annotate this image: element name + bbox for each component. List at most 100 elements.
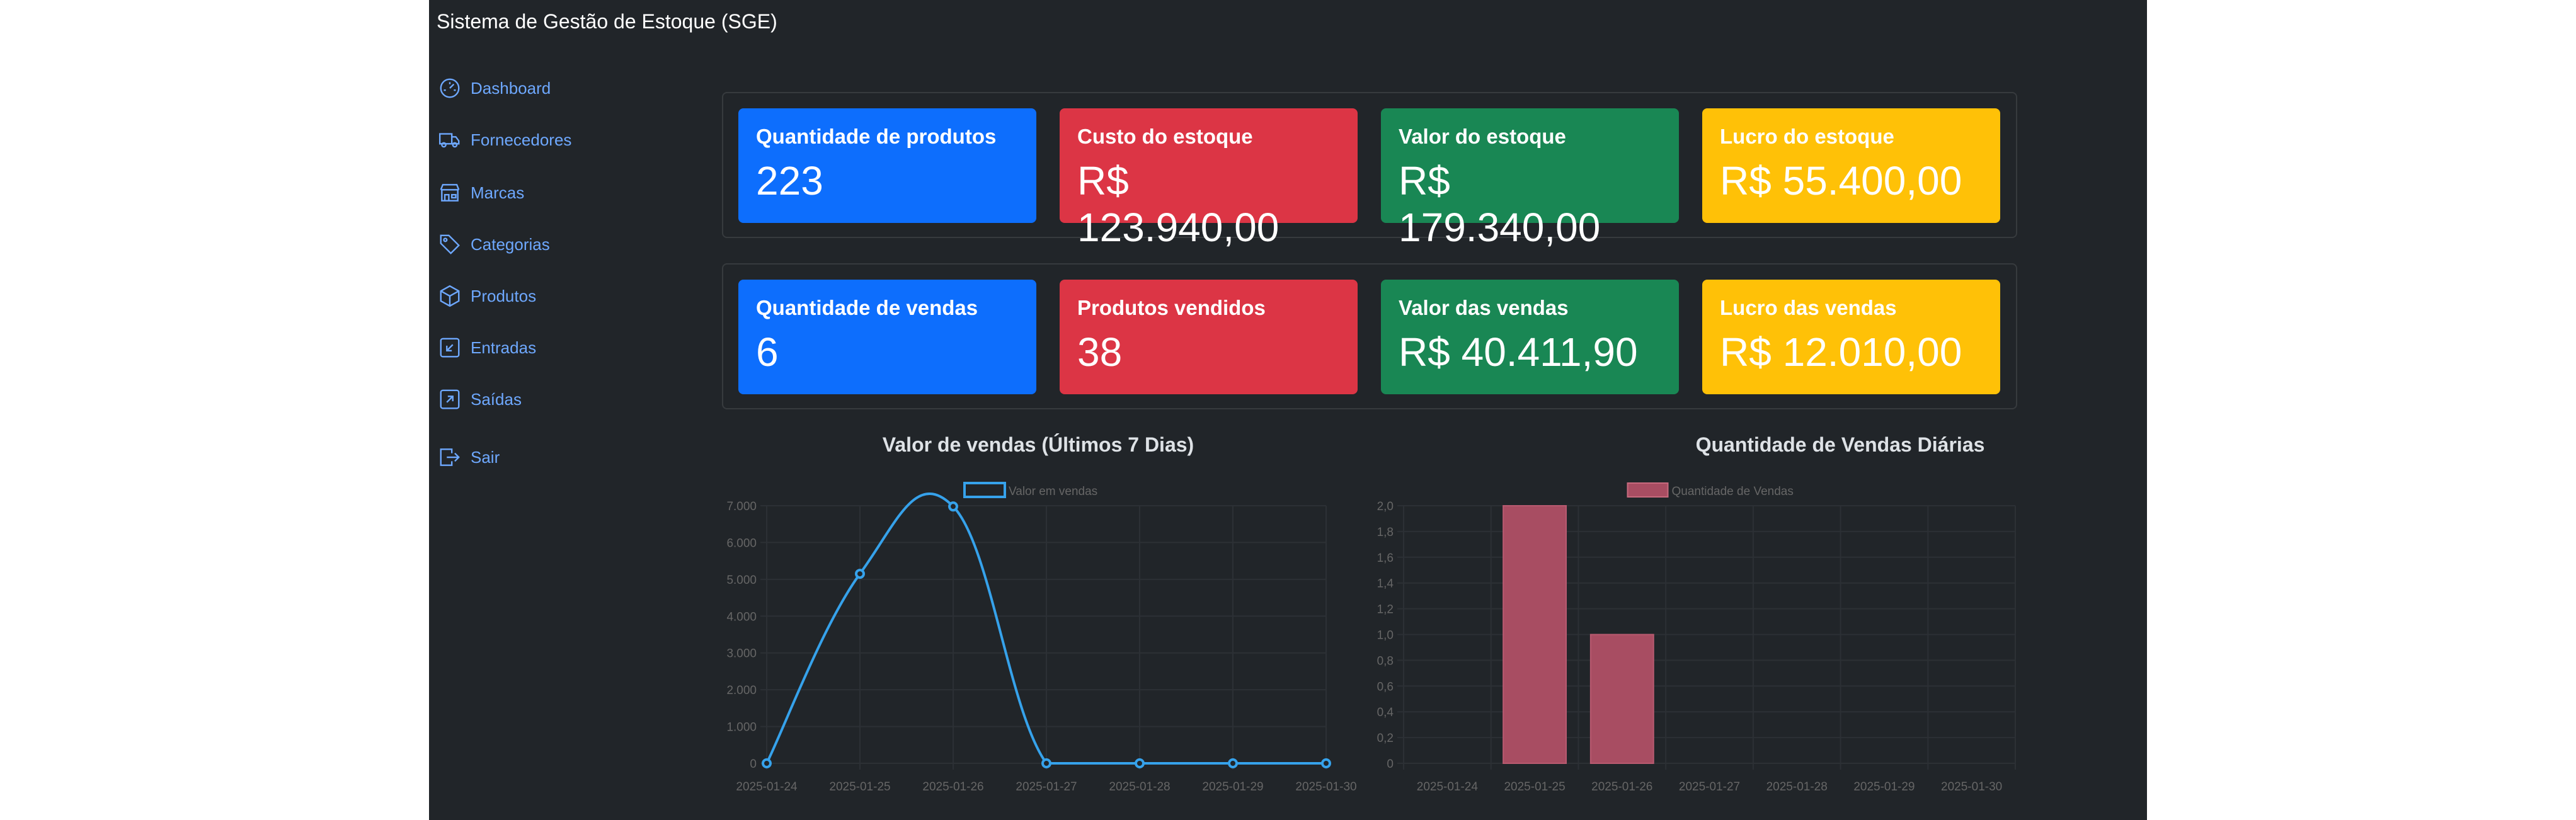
y-tick-label: 5.000 bbox=[726, 574, 757, 587]
shop-icon bbox=[440, 184, 460, 202]
app-title: Sistema de Gestão de Estoque (SGE) bbox=[437, 10, 777, 33]
y-tick-label: 2,0 bbox=[1377, 500, 1394, 513]
y-tick-label: 0 bbox=[1387, 758, 1394, 771]
data-point bbox=[1321, 758, 1331, 768]
card-title: Valor do estoque bbox=[1399, 125, 1566, 148]
sidebar-item-label: Saídas bbox=[471, 389, 522, 409]
y-tick-label: 7.000 bbox=[726, 500, 757, 513]
card-value: R$ 55.400,00 bbox=[1720, 158, 1962, 203]
x-tick-label: 2025-01-24 bbox=[736, 780, 798, 794]
card-value: R$ 123.940,00 bbox=[1077, 158, 1279, 250]
box-arrow-right-icon bbox=[440, 448, 460, 466]
card-value: 223 bbox=[756, 158, 823, 203]
bar bbox=[1503, 505, 1567, 764]
box-icon bbox=[440, 285, 460, 307]
data-point bbox=[1041, 758, 1051, 768]
y-tick-label: 3.000 bbox=[726, 647, 757, 661]
y-tick-label: 1,0 bbox=[1377, 629, 1394, 642]
stock-card: Quantidade de produtos 223 bbox=[738, 108, 1036, 223]
y-tick-label: 1,8 bbox=[1377, 526, 1394, 539]
tags-icon bbox=[440, 234, 460, 254]
card-title: Lucro do estoque bbox=[1720, 125, 1894, 148]
y-tick-label: 1.000 bbox=[726, 721, 757, 734]
legend-label: Quantidade de Vendas bbox=[1672, 485, 1794, 498]
sidebar-item-label: Marcas bbox=[471, 183, 525, 202]
data-point bbox=[1228, 758, 1238, 768]
truck-icon bbox=[438, 133, 460, 148]
sidebar-item-label: Categorias bbox=[471, 234, 550, 254]
stock-card: Valor do estoque R$ 179.340,00 bbox=[1381, 108, 1679, 250]
chart-title-sales-count: Quantidade de Vendas Diárias bbox=[1695, 433, 1985, 456]
y-tick-label: 0,2 bbox=[1377, 732, 1394, 745]
data-point bbox=[1135, 758, 1145, 768]
sidebar-item-produtos[interactable]: Produtos bbox=[438, 284, 536, 308]
x-tick-label: 2025-01-25 bbox=[829, 780, 890, 794]
legend-label: Valor em vendas bbox=[1009, 485, 1097, 498]
chart-title-sales-value: Valor de vendas (Últimos 7 Dias) bbox=[882, 433, 1194, 456]
series-line bbox=[765, 492, 1326, 765]
sidebar-item-fornecedores[interactable]: Fornecedores bbox=[438, 128, 571, 152]
sidebar-item-sair[interactable]: Sair bbox=[438, 445, 500, 469]
card-value: 38 bbox=[1077, 329, 1123, 375]
y-tick-label: 6.000 bbox=[726, 537, 757, 550]
y-tick-label: 1,6 bbox=[1377, 552, 1394, 565]
sales-summary-group: Quantidade de vendas 6 Produtos vendidos 38… bbox=[722, 263, 2017, 409]
card-title: Quantidade de produtos bbox=[756, 125, 997, 148]
y-tick-label: 4.000 bbox=[726, 610, 757, 624]
y-tick-label: 1,4 bbox=[1377, 578, 1394, 591]
card-title: Lucro das vendas bbox=[1720, 296, 1897, 319]
arrow-down-left-square-icon bbox=[440, 338, 460, 358]
sidebar-item-label: Sair bbox=[471, 447, 500, 467]
x-tick-label: 2025-01-28 bbox=[1766, 780, 1828, 794]
x-tick-label: 2025-01-27 bbox=[1016, 780, 1077, 794]
stock-summary-group: Quantidade de produtos 223 Custo do estoqu… bbox=[722, 92, 2017, 250]
stock-card: Lucro do estoque R$ 55.400,00 bbox=[1702, 108, 2000, 223]
bar bbox=[1589, 634, 1654, 764]
card-value: 6 bbox=[756, 329, 779, 375]
data-point bbox=[948, 501, 958, 512]
arrow-up-right-square-icon bbox=[440, 389, 460, 409]
card-title: Quantidade de vendas bbox=[756, 296, 978, 319]
x-tick-label: 2025-01-28 bbox=[1109, 780, 1170, 794]
stock-card: Custo do estoque R$ 123.940,00 bbox=[1060, 108, 1358, 250]
card-title: Produtos vendidos bbox=[1077, 296, 1266, 319]
card-value: R$ 40.411,90 bbox=[1399, 329, 1638, 375]
x-tick-label: 2025-01-27 bbox=[1679, 780, 1740, 794]
sidebar-item-label: Dashboard bbox=[471, 78, 551, 98]
sidebar-item-marcas[interactable]: Marcas bbox=[438, 181, 524, 205]
x-tick-label: 2025-01-29 bbox=[1853, 780, 1915, 794]
app-window: Sistema de Gestão de Estoque (SGE) Dashb… bbox=[429, 0, 2147, 820]
card-title: Valor das vendas bbox=[1399, 296, 1569, 319]
sidebar-item-label: Entradas bbox=[471, 338, 537, 357]
x-tick-label: 2025-01-30 bbox=[1941, 780, 2002, 794]
sidebar-item-dashboard[interactable]: Dashboard bbox=[438, 76, 551, 100]
sidebar-item-entradas[interactable]: Entradas bbox=[438, 336, 536, 360]
x-tick-label: 2025-01-30 bbox=[1295, 780, 1356, 794]
y-tick-label: 0,4 bbox=[1377, 706, 1394, 719]
sidebar-item-categorias[interactable]: Categorias bbox=[438, 232, 550, 256]
y-tick-label: 0 bbox=[750, 758, 757, 771]
x-tick-label: 2025-01-24 bbox=[1417, 780, 1479, 794]
sales-card: Quantidade de vendas 6 bbox=[738, 280, 1036, 394]
speedometer-icon bbox=[440, 78, 460, 98]
legend-swatch bbox=[1627, 482, 1669, 498]
card-value: R$ 179.340,00 bbox=[1399, 158, 1601, 250]
y-tick-label: 2.000 bbox=[726, 684, 757, 697]
legend-swatch bbox=[963, 482, 1006, 498]
x-tick-label: 2025-01-26 bbox=[1591, 780, 1652, 794]
card-title: Custo do estoque bbox=[1077, 125, 1253, 148]
sales-card: Produtos vendidos 38 bbox=[1060, 280, 1358, 394]
charts-canvas: 0 1.000 2.000 3.000 4.000 5.000 6.000 7.000 2025… bbox=[726, 482, 2016, 794]
x-tick-label: 2025-01-26 bbox=[922, 780, 983, 794]
x-tick-label: 2025-01-25 bbox=[1504, 780, 1565, 794]
data-point bbox=[762, 758, 772, 768]
data-point bbox=[855, 569, 865, 579]
x-tick-label: 2025-01-29 bbox=[1202, 780, 1263, 794]
y-tick-label: 1,2 bbox=[1377, 603, 1394, 617]
card-value: R$ 12.010,00 bbox=[1720, 329, 1962, 375]
sidebar-item-label: Fornecedores bbox=[471, 130, 572, 149]
y-tick-label: 0,8 bbox=[1377, 654, 1394, 668]
sales-card: Lucro das vendas R$ 12.010,00 bbox=[1702, 280, 2000, 394]
sidebar-item-label: Produtos bbox=[471, 286, 537, 305]
sidebar-item-saidas[interactable]: Saídas bbox=[438, 387, 522, 411]
